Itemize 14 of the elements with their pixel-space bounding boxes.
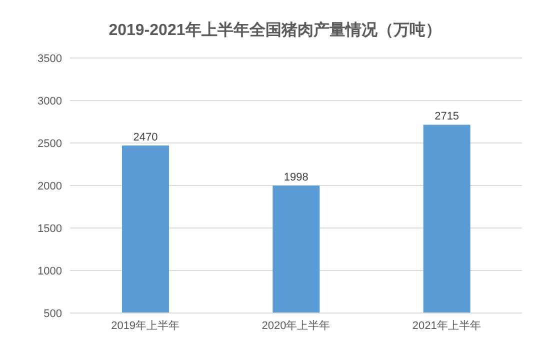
y-tick-label: 3000 <box>38 95 62 108</box>
y-tick-label: 2500 <box>38 138 62 150</box>
data-label: 2470 <box>133 132 158 144</box>
data-label: 1998 <box>284 172 308 184</box>
x-tick-label: 2019年上半年 <box>111 318 180 332</box>
y-tick-label: 500 <box>44 308 62 320</box>
data-label: 2715 <box>434 110 460 123</box>
y-tick-label: 1000 <box>38 265 62 278</box>
chart-title: 2019-2021年上半年全国猪肉产量情况（万吨） <box>108 20 442 41</box>
x-tick-label: 2021年上半年 <box>412 318 481 332</box>
y-tick-label: 2000 <box>38 180 62 192</box>
y-tick-label: 3500 <box>38 52 62 65</box>
x-tick-label: 2020年上半年 <box>262 318 330 332</box>
y-tick-label: 1500 <box>38 222 62 235</box>
